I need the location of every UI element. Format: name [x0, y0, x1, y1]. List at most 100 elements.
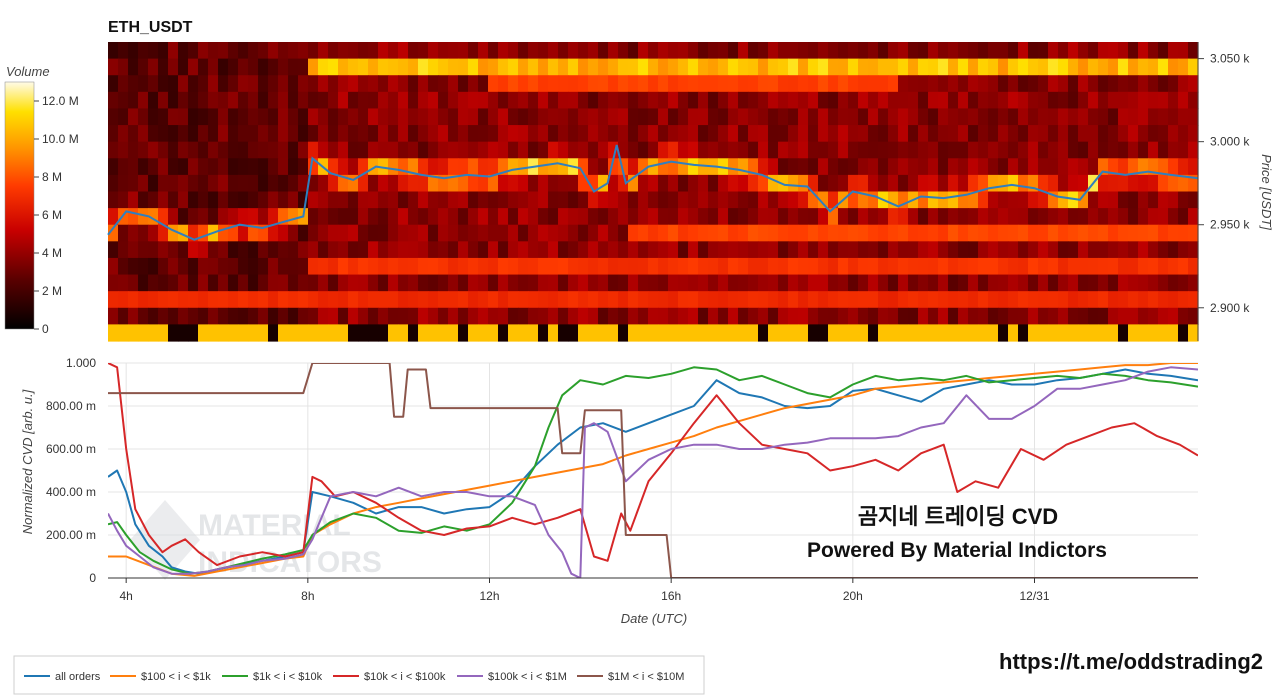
heatmap-cell [968, 91, 979, 110]
heatmap-cell [808, 241, 819, 259]
heatmap-cell [888, 108, 899, 126]
heatmap-cell [358, 125, 369, 143]
heatmap-cell [208, 174, 219, 193]
heatmap-cell [598, 141, 609, 159]
heatmap-cell [118, 324, 129, 342]
heatmap-cell [378, 307, 389, 325]
heatmap-cell [238, 208, 249, 226]
heatmap-cell [678, 42, 689, 60]
heatmap-cell [738, 191, 749, 209]
heatmap-cell [688, 208, 699, 226]
heatmap-cell [1168, 75, 1179, 93]
heatmap-cell [758, 125, 769, 143]
legend[interactable]: all orders $100 < i < $1k $1k < i < $10k $1… [24, 671, 684, 683]
heatmap-cell [1068, 257, 1079, 276]
heatmap-cell [498, 257, 509, 276]
heatmap-cell [448, 108, 459, 126]
heatmap-cell [528, 75, 539, 93]
heatmap-cell [178, 208, 189, 226]
heatmap-cell [408, 324, 419, 342]
cvd-x-tick-label: 8h [301, 589, 314, 603]
heatmap-cell [1078, 58, 1089, 76]
heatmap-cell [948, 125, 959, 143]
heatmap-cell [928, 291, 939, 309]
heatmap-cell [1138, 307, 1149, 325]
heatmap-cell [498, 208, 509, 226]
heatmap-cell [1188, 307, 1199, 325]
heatmap-cell [108, 241, 119, 259]
heatmap-cell [518, 58, 529, 76]
heatmap-cell [478, 125, 489, 143]
heatmap-cell [348, 141, 359, 159]
heatmap-cell [488, 141, 499, 159]
heatmap-cell [158, 108, 169, 126]
heatmap-cell [178, 75, 189, 93]
heatmap-cell [728, 241, 739, 259]
heatmap-cell [528, 58, 539, 76]
heatmap-cell [368, 125, 379, 143]
watermark-text-bottom: INDICATORS [198, 546, 382, 579]
heatmap-cell [1158, 208, 1169, 226]
heatmap-cell [988, 42, 999, 60]
heatmap-cell [548, 125, 559, 143]
heatmap-cell [178, 158, 189, 176]
heatmap-cell [138, 125, 149, 143]
heatmap-cell [498, 141, 509, 159]
heatmap-cell [1148, 324, 1159, 342]
heatmap-cell [228, 75, 239, 93]
heatmap-cell [578, 108, 589, 126]
heatmap-cell [868, 324, 879, 342]
heatmap-cell [778, 307, 789, 325]
heatmap-cell [828, 241, 839, 259]
heatmap-cell [998, 191, 1009, 209]
heatmap-cell [558, 241, 569, 259]
heatmap-cell [1148, 42, 1159, 60]
heatmap-cell [238, 191, 249, 209]
heatmap-cell [188, 58, 199, 76]
heatmap-cell [828, 91, 839, 110]
heatmap-cell [288, 108, 299, 126]
heatmap-cell [798, 307, 809, 325]
legend-item-label: $1k < i < $10k [253, 671, 323, 683]
heatmap-cell [938, 174, 949, 193]
heatmap-cell [508, 224, 519, 242]
heatmap-cell [418, 274, 429, 292]
heatmap-cell [778, 224, 789, 242]
heatmap-cell [918, 58, 929, 76]
heatmap-cell [1038, 158, 1049, 176]
heatmap-cell [1188, 42, 1199, 60]
telegram-link[interactable]: https://t.me/oddstrading2 [999, 649, 1263, 674]
cvd-x-tick-label: 16h [661, 589, 681, 603]
heatmap-cell [818, 58, 829, 76]
heatmap-cell [1008, 257, 1019, 276]
heatmap-cell [888, 291, 899, 309]
heatmap-cell [1058, 191, 1069, 209]
heatmap [108, 42, 1199, 342]
heatmap-cell [698, 42, 709, 60]
heatmap-cell [488, 324, 499, 342]
cvd-y-tick-label: 1.000 [66, 356, 96, 370]
heatmap-cell [948, 141, 959, 159]
heatmap-cell [208, 125, 219, 143]
heatmap-cell [178, 58, 189, 76]
heatmap-cell [1048, 241, 1059, 259]
heatmap-cell [528, 141, 539, 159]
heatmap-cell [958, 141, 969, 159]
legend-item-label: all orders [55, 671, 101, 683]
cvd-x-tick-label: 12/31 [1019, 589, 1049, 603]
heatmap-cell [368, 91, 379, 110]
heatmap-cell [528, 274, 539, 292]
heatmap-cell [688, 191, 699, 209]
heatmap-cell [1098, 208, 1109, 226]
heatmap-cell [1178, 274, 1189, 292]
heatmap-cell [238, 224, 249, 242]
heatmap-cell [558, 125, 569, 143]
cvd-plot-area [108, 363, 1198, 578]
heatmap-cell [308, 324, 319, 342]
heatmap-cell [438, 42, 449, 60]
heatmap-cell [778, 291, 789, 309]
heatmap-cell [288, 307, 299, 325]
heatmap-cell [1078, 191, 1089, 209]
heatmap-cell [708, 108, 719, 126]
heatmap-cell [258, 75, 269, 93]
